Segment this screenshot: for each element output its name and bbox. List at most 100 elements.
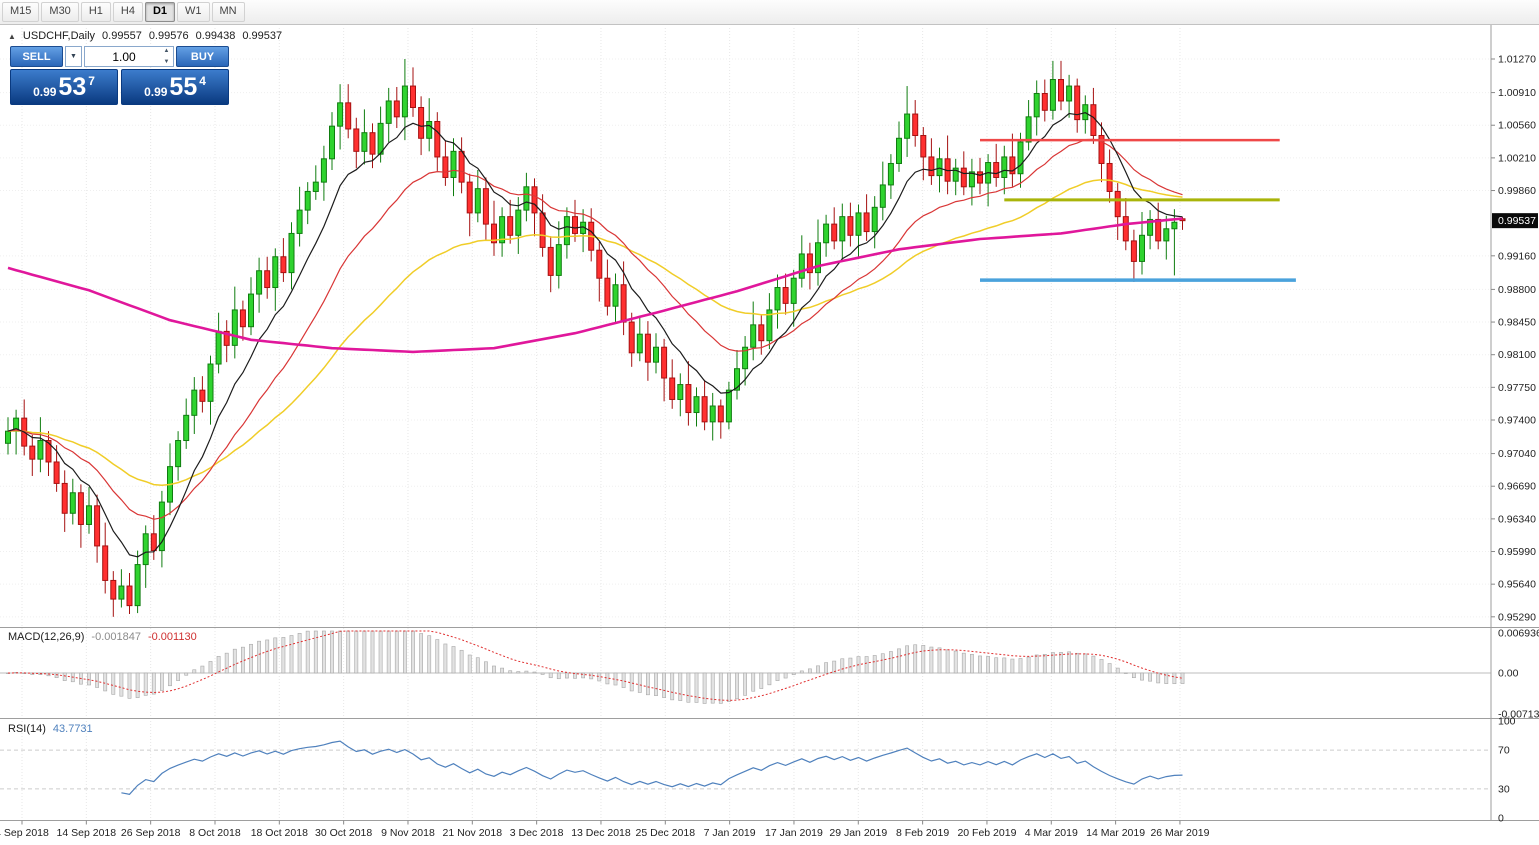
price-axis-label: 0.97040: [1498, 448, 1536, 460]
candle-body: [669, 377, 676, 400]
buy-button[interactable]: BUY: [176, 46, 229, 67]
macd-bar: [62, 672, 67, 681]
buy-price-small: 0.99: [144, 85, 168, 99]
candle-body: [563, 216, 570, 246]
spinner-down-icon[interactable]: ▼: [163, 59, 170, 65]
candle-body: [474, 188, 481, 214]
macd-bar: [143, 672, 148, 696]
candle-body: [1139, 234, 1145, 262]
price-axis-label: 0.96340: [1498, 513, 1536, 525]
candle-body: [742, 346, 749, 370]
date-axis-label: 21 Nov 2018: [443, 827, 503, 839]
timeframe-button-m30[interactable]: M30: [41, 2, 79, 22]
macd-bar: [1172, 672, 1177, 685]
symbol-header: ▲ USDCHF,Daily 0.99557 0.99576 0.99438 0…: [8, 30, 282, 42]
macd-bar: [694, 672, 699, 703]
date-axis-label: 17 Jan 2019: [765, 827, 823, 839]
current-price-tag: [1492, 213, 1538, 229]
macd-bar: [176, 672, 181, 681]
candle-body: [677, 384, 684, 400]
volume-field: ▲ ▼: [84, 46, 174, 67]
volume-input[interactable]: [85, 48, 173, 65]
macd-bar: [540, 672, 545, 675]
candle-body: [126, 585, 133, 607]
rsi-axis-label: 0: [1498, 813, 1504, 825]
date-axis-label: 8 Feb 2019: [896, 827, 949, 839]
timeframe-button-mn[interactable]: MN: [211, 2, 245, 22]
candle-body: [815, 242, 821, 274]
macd-bar: [888, 651, 893, 674]
ma-slow-line: [7, 179, 1183, 487]
candle-body: [1098, 134, 1105, 164]
timeframe-button-d1[interactable]: D1: [144, 2, 175, 22]
candle-body: [1147, 218, 1154, 236]
rsi-axis-label: 70: [1498, 745, 1510, 757]
candle-body: [596, 249, 603, 279]
macd-bar: [864, 656, 869, 674]
rsi-axis-label: 100: [1498, 716, 1516, 728]
date-axis-label: 14 Mar 2019: [1086, 827, 1145, 839]
rsi-line: [121, 740, 1183, 795]
axis-labels: 1.012701.009101.005601.002100.998600.991…: [0, 54, 1539, 840]
timeframe-button-h1[interactable]: H1: [80, 2, 111, 22]
candle-body: [86, 505, 92, 525]
sell-price-display[interactable]: 0.99 53 7: [10, 69, 118, 105]
candle-body: [426, 120, 433, 139]
candle-body: [207, 363, 214, 402]
macd-bar: [929, 646, 934, 674]
date-axis-label: 8 Oct 2018: [189, 827, 241, 839]
candle-body: [329, 125, 335, 160]
candle-body: [620, 284, 627, 323]
macd-bar: [597, 672, 602, 682]
macd-bar: [208, 661, 213, 674]
date-axis-label: 29 Jan 2019: [829, 827, 887, 839]
candle-body: [1033, 93, 1040, 118]
collapse-triangle-icon[interactable]: ▲: [8, 31, 16, 41]
candle-body: [1017, 141, 1024, 175]
candle-body: [142, 533, 149, 566]
candle-body: [879, 184, 886, 208]
ma-200-line: [7, 217, 1183, 354]
macd-bar: [184, 672, 189, 676]
candle-body: [725, 389, 732, 423]
spinner-up-icon[interactable]: ▲: [163, 48, 170, 54]
candle-body: [871, 206, 878, 233]
macd-bar: [467, 654, 472, 674]
candle-body: [928, 156, 935, 177]
ohlc-high: 0.99576: [148, 30, 189, 42]
candle-body: [304, 190, 311, 211]
macd-bar: [451, 646, 456, 674]
macd-bar: [378, 630, 383, 674]
macd-bar: [1107, 663, 1112, 674]
sell-button[interactable]: SELL: [10, 46, 63, 67]
volume-dropdown-button[interactable]: ▼: [65, 46, 82, 67]
timeframe-button-h4[interactable]: H4: [112, 2, 143, 22]
candle-body: [410, 85, 416, 109]
buy-price-display[interactable]: 0.99 55 4: [121, 69, 229, 105]
candle-body: [1025, 116, 1032, 143]
price-chart-surface[interactable]: 1.012701.009101.005601.002100.998600.991…: [0, 25, 1539, 845]
macd-bar: [516, 671, 521, 674]
macd-bar: [87, 672, 91, 686]
price-axis-label: 0.96690: [1498, 481, 1536, 493]
macd-bar: [840, 658, 845, 674]
candle-body: [896, 137, 902, 164]
candle-body: [628, 321, 635, 354]
rsi-value: 43.7731: [52, 723, 93, 735]
candle-body: [264, 270, 271, 289]
macd-bar: [1075, 652, 1080, 674]
candle-body: [960, 167, 967, 188]
macd-bar: [313, 630, 318, 674]
macd-bar: [783, 672, 788, 679]
macd-bar: [1156, 672, 1161, 684]
candle-body: [199, 389, 206, 402]
macd-bar: [200, 665, 205, 674]
timeframe-button-m15[interactable]: M15: [2, 2, 40, 22]
timeframe-button-w1[interactable]: W1: [177, 2, 210, 22]
candle-body: [401, 85, 408, 118]
candle-body: [272, 256, 279, 289]
candle-body: [37, 440, 44, 460]
sell-price-big: 53: [58, 73, 87, 101]
candle-body: [847, 216, 854, 236]
buy-price-big: 55: [169, 73, 198, 101]
